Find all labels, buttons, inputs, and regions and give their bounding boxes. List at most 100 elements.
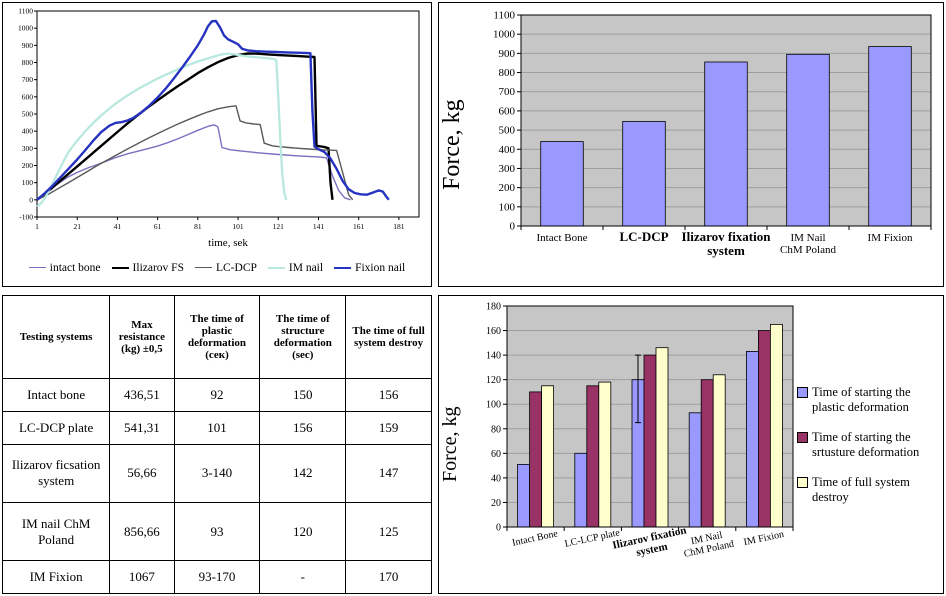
bar bbox=[598, 381, 612, 528]
legend-item: Time of starting the plastic deformation bbox=[797, 385, 939, 415]
legend-line-swatch bbox=[28, 267, 46, 268]
table-row: IM Fixion 1067 93-170-170 bbox=[1, 560, 432, 594]
category-label: LC-DCP bbox=[619, 229, 668, 244]
legend-label: Ilizarov FS bbox=[132, 261, 184, 274]
max-force-bar-panel: Force, kg 0 100 200 300 400 500 600 700 800 900 10… bbox=[438, 2, 944, 287]
legend-item: Time of full system destroy bbox=[797, 475, 939, 505]
table-cell: IM nail ChM Poland bbox=[1, 501, 111, 562]
legend-color-swatch bbox=[797, 386, 808, 398]
table-cell: - bbox=[259, 560, 347, 594]
y-tick-label: 1100 bbox=[18, 7, 33, 16]
category-label-line: system bbox=[707, 243, 745, 258]
plot-area bbox=[36, 10, 420, 218]
table-row: LC-DCP plate 541,31 101 156 159 bbox=[1, 411, 432, 445]
table-cell: 93-170 bbox=[173, 560, 261, 594]
y-tick-label: 60 bbox=[491, 449, 501, 460]
y-tick-label: 500 bbox=[22, 110, 34, 119]
x-tick-label: 101 bbox=[232, 222, 244, 231]
x-tick-label: 181 bbox=[393, 222, 405, 231]
bar bbox=[540, 141, 584, 227]
y-tick-label: 1000 bbox=[18, 24, 33, 33]
legend-item: Time of starting the srtusture deformati… bbox=[797, 430, 939, 460]
line-chart-legend: intact bone Ilizarov FS LC-DCP IM nail Fixio… bbox=[28, 249, 405, 286]
category-label-line: IM Fixion bbox=[743, 529, 785, 548]
bar bbox=[712, 374, 726, 528]
table-cell: 1067 bbox=[109, 560, 175, 594]
category-label: Ilizarov fixationsystem bbox=[611, 524, 690, 563]
bar bbox=[688, 412, 702, 528]
category-label-group: IM Fixion bbox=[743, 529, 785, 548]
bar bbox=[769, 323, 783, 528]
category-label-group: Ilizarov fixationsystem bbox=[611, 524, 690, 563]
y-tick-label: 20 bbox=[491, 498, 501, 509]
table-cell: 541,31 bbox=[109, 411, 175, 445]
y-axis-title: Force, kg bbox=[439, 99, 465, 190]
table-row: Intact bone 436,51 92 150 156 bbox=[1, 378, 432, 413]
category-label-group: Intact Bone bbox=[536, 232, 587, 244]
table-header-cell: Testing systems bbox=[1, 294, 111, 380]
category-label-line: ChM Poland bbox=[780, 244, 836, 256]
plot-border bbox=[506, 305, 794, 528]
bar bbox=[868, 46, 912, 227]
legend-line-swatch bbox=[111, 266, 129, 269]
category-label-group: IM Fixion bbox=[868, 232, 913, 244]
category-label-line: Intact Bone bbox=[511, 528, 559, 549]
y-tick-label: 300 bbox=[22, 144, 34, 153]
category-label-group: Intact Bone bbox=[511, 528, 559, 549]
bar bbox=[700, 379, 714, 528]
y-axis-title: Force, kg bbox=[439, 406, 461, 483]
series-line-4 bbox=[36, 19, 390, 201]
y-tick-label: 100 bbox=[499, 201, 516, 213]
table-cell: LC-DCP plate bbox=[1, 411, 111, 445]
series-line-0 bbox=[36, 124, 351, 201]
x-axis-title: time, sek bbox=[208, 237, 248, 249]
category-label: Intact Bone bbox=[536, 232, 587, 244]
table-cell: 120 bbox=[259, 501, 347, 562]
legend-label: IM nail bbox=[288, 261, 324, 274]
y-tick-label: 500 bbox=[499, 125, 516, 137]
table-cell: 436,51 bbox=[109, 378, 175, 413]
x-tick-label: 21 bbox=[73, 222, 81, 231]
x-tick-label: 121 bbox=[273, 222, 285, 231]
table-cell: 156 bbox=[345, 378, 432, 413]
y-tick-label: 40 bbox=[491, 473, 501, 484]
category-label-group: IM NailChM Poland bbox=[683, 530, 735, 560]
legend-label: intact bone bbox=[49, 261, 101, 274]
results-table: Testing systems Max resistance (kg) ±0,5 T… bbox=[1, 294, 432, 594]
legend-label: Time of starting the plastic deformation bbox=[812, 384, 911, 414]
bar bbox=[574, 452, 588, 528]
y-tick-label: 600 bbox=[22, 92, 34, 101]
legend-item: IM nail bbox=[267, 261, 324, 274]
max-force-bar-chart: 0 100 200 300 400 500 600 700 800 900 1000 1100 Inta… bbox=[493, 10, 932, 258]
bar bbox=[586, 385, 600, 528]
y-tick-label: 600 bbox=[499, 105, 516, 117]
legend-line-swatch bbox=[194, 267, 212, 268]
y-tick-label: 200 bbox=[499, 182, 516, 194]
category-label-group: LC-DCP bbox=[619, 229, 668, 244]
y-tick-label: 100 bbox=[486, 400, 501, 411]
table-cell: 56,66 bbox=[109, 443, 175, 504]
table-cell: 150 bbox=[259, 378, 347, 413]
y-tick-label: 700 bbox=[499, 86, 516, 98]
legend-line-swatch bbox=[334, 266, 352, 269]
table-cell: Ilizarov ficsation system bbox=[1, 443, 111, 504]
legend-item: LC-DCP bbox=[194, 262, 257, 274]
x-tick-label: 141 bbox=[313, 222, 325, 231]
y-tick-label: 1000 bbox=[493, 29, 516, 41]
results-table-panel: Testing systems Max resistance (kg) ±0,5 T… bbox=[1, 294, 432, 594]
series-line-3 bbox=[36, 52, 288, 208]
table-cell: 159 bbox=[345, 411, 432, 445]
x-tick-label: 61 bbox=[154, 222, 162, 231]
table-cell: 156 bbox=[259, 411, 347, 445]
table-cell: 142 bbox=[259, 443, 347, 504]
y-tick-label: -100 bbox=[19, 213, 33, 222]
bar bbox=[655, 347, 669, 528]
legend-color-swatch bbox=[797, 476, 808, 488]
y-tick-label: 160 bbox=[486, 326, 501, 337]
force-time-line-chart: -100 0 100 200 300 400 500 600 700 800 900 1000 1100… bbox=[18, 7, 420, 231]
y-tick-label: 0 bbox=[510, 221, 516, 233]
grouped-bar-legend: Time of starting the plastic deformation… bbox=[797, 296, 943, 593]
